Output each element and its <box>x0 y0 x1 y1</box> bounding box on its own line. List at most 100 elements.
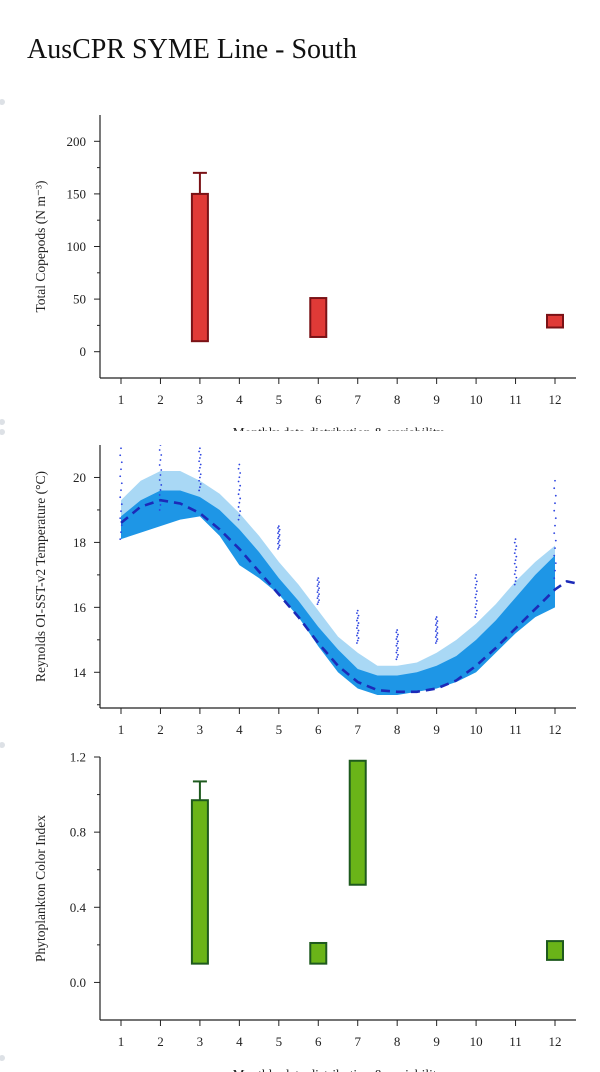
obs-point-month-7 <box>356 634 358 637</box>
obs-point-month-10 <box>475 612 477 615</box>
obs-point-month-12 <box>554 502 556 505</box>
obs-point-month-11 <box>514 559 517 562</box>
page-title: AusCPR SYME Line - South <box>27 34 357 65</box>
obs-point-month-4 <box>238 501 241 504</box>
y-tick-label: 20 <box>73 470 86 485</box>
obs-point-month-7 <box>356 609 359 612</box>
obs-point-month-12 <box>553 554 556 557</box>
x-tick-label: 8 <box>394 722 401 737</box>
obs-point-month-1 <box>120 531 122 534</box>
obs-point-month-1 <box>119 517 122 520</box>
obs-point-month-7 <box>357 622 360 624</box>
obs-point-month-3 <box>199 453 202 456</box>
x-tick-label: 9 <box>433 1034 440 1049</box>
obs-point-month-3 <box>199 447 201 450</box>
obs-point-month-2 <box>160 484 163 486</box>
obs-point-month-10 <box>474 606 477 609</box>
x-axis-title: Monthly data distribution & variability <box>233 1067 444 1072</box>
obs-point-month-6 <box>316 597 319 600</box>
obs-point-month-3 <box>199 483 202 485</box>
obs-point-month-10 <box>475 599 478 602</box>
band-dark <box>121 490 555 696</box>
obs-point-month-1 <box>119 475 122 478</box>
obs-point-month-11 <box>513 541 516 544</box>
obs-point-month-11 <box>513 562 516 565</box>
obs-point-month-1 <box>120 503 123 506</box>
x-tick-label: 9 <box>433 722 440 737</box>
obs-point-month-10 <box>475 590 478 593</box>
obs-point-month-4 <box>237 506 240 508</box>
x-tick-label: 1 <box>118 392 125 407</box>
obs-point-month-5 <box>277 548 279 550</box>
x-tick-label: 3 <box>197 1034 204 1049</box>
x-tick-label: 9 <box>433 392 440 407</box>
obs-point-month-2 <box>159 504 162 506</box>
obs-point-month-4 <box>237 467 240 470</box>
x-tick-label: 12 <box>549 392 562 407</box>
obs-point-month-6 <box>316 591 319 594</box>
obs-point-month-7 <box>357 629 360 632</box>
obs-point-month-7 <box>356 619 358 622</box>
obs-point-month-10 <box>475 593 477 596</box>
y-axis-title: Reynolds OI-SST-v2 Temperature (°C) <box>33 471 48 682</box>
obs-point-month-4 <box>238 514 241 517</box>
obs-point-month-2 <box>159 459 162 461</box>
obs-point-month-2 <box>158 509 161 511</box>
x-tick-label: 2 <box>157 392 164 407</box>
x-tick-label: 5 <box>276 392 283 407</box>
obs-point-month-1 <box>120 468 122 471</box>
y-tick-label: 200 <box>67 134 87 149</box>
y-tick-label: 14 <box>73 665 87 680</box>
box-month-3 <box>190 192 209 343</box>
obs-point-month-4 <box>239 484 242 487</box>
obs-point-month-7 <box>356 639 359 642</box>
obs-point-month-8 <box>395 658 398 661</box>
y-axis-title: Phytoplankton Color Index <box>33 815 48 962</box>
obs-point-month-9 <box>435 640 438 642</box>
y-tick-label: 0 <box>80 344 87 359</box>
x-axis-title-clip: Monthly data distribution & variability <box>233 425 444 431</box>
obs-point-month-9 <box>436 620 439 622</box>
x-tick-label: 7 <box>354 392 361 407</box>
x-tick-label: 10 <box>470 1034 483 1049</box>
obs-point-month-4 <box>238 476 241 479</box>
x-tick-label: 11 <box>509 1034 522 1049</box>
obs-point-month-8 <box>395 638 398 640</box>
obs-point-month-5 <box>278 544 281 547</box>
obs-point-month-6 <box>318 599 320 602</box>
x-tick-label: 10 <box>470 722 483 737</box>
obs-point-month-12 <box>554 547 556 550</box>
obs-point-month-6 <box>317 583 320 586</box>
obs-point-month-2 <box>159 489 162 491</box>
x-tick-label: 4 <box>236 1034 243 1049</box>
obs-point-month-3 <box>199 466 201 469</box>
obs-point-month-5 <box>278 528 281 531</box>
x-tick-label: 10 <box>470 392 483 407</box>
obs-point-month-8 <box>396 629 399 631</box>
obs-point-month-2 <box>160 454 163 456</box>
x-tick-label: 4 <box>236 722 243 737</box>
obs-point-month-3 <box>198 479 201 482</box>
plot-area <box>190 759 564 965</box>
obs-point-month-7 <box>356 632 359 634</box>
obs-point-month-12 <box>554 524 556 527</box>
obs-point-month-8 <box>396 656 399 658</box>
x-tick-label: 2 <box>157 1034 164 1049</box>
obs-point-month-10 <box>474 577 477 580</box>
obs-point-month-8 <box>395 651 398 654</box>
box-month-6 <box>309 941 328 965</box>
x-tick-label: 1 <box>118 1034 125 1049</box>
y-tick-label: 16 <box>73 600 87 615</box>
obs-point-month-1 <box>120 510 122 513</box>
obs-point-month-11 <box>515 576 518 579</box>
obs-point-month-10 <box>474 596 477 599</box>
obs-point-month-8 <box>396 649 399 652</box>
obs-point-month-6 <box>318 593 320 596</box>
obs-point-month-3 <box>199 486 201 489</box>
obs-point-month-3 <box>199 463 202 466</box>
edge-dot <box>0 742 5 748</box>
y-tick-label: 150 <box>67 186 87 201</box>
obs-point-month-7 <box>356 624 359 627</box>
